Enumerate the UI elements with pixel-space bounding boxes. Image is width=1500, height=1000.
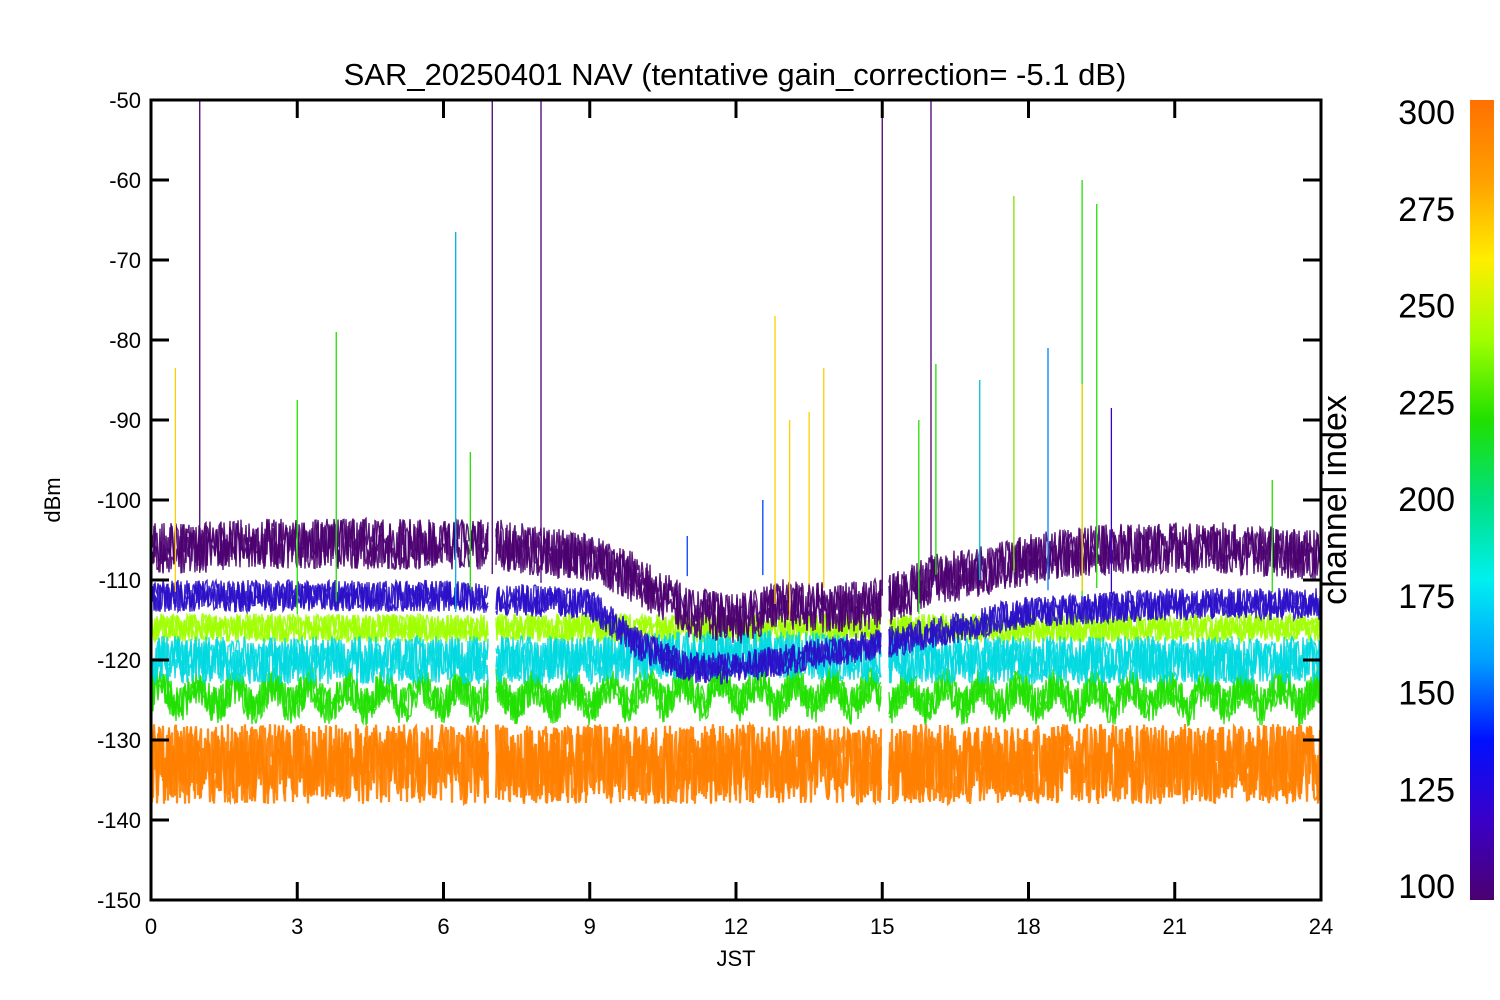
y-tick-label: -110 xyxy=(99,568,141,593)
y-tick-label: -70 xyxy=(109,248,141,273)
colorbar-ticks: 300 275 250 225 200 175 150 125 100 xyxy=(1398,94,1455,906)
x-tick-label: 3 xyxy=(291,914,303,939)
x-axis-label: JST xyxy=(716,946,755,971)
colorbar-tick-label: 275 xyxy=(1398,191,1455,229)
x-tick-label: 18 xyxy=(1016,914,1040,939)
y-tick-label: -100 xyxy=(97,488,141,513)
series-line-ch295-2 xyxy=(151,723,1321,804)
colorbar-tick-label: 200 xyxy=(1398,481,1455,519)
y-tick-label: -60 xyxy=(109,168,141,193)
series-line-ch180-2 xyxy=(151,627,1321,686)
series-line-ch110-2 xyxy=(151,519,1321,644)
colorbar-title: channel index xyxy=(1316,395,1354,605)
x-tick-label: 6 xyxy=(437,914,449,939)
chart-title: SAR_20250401 NAV (tentative gain_correct… xyxy=(344,57,1127,92)
axis-ticks: 0 3 6 9 12 15 18 21 24 -50 -60 -70 -80 -90 -100 -110 -12… xyxy=(97,88,1333,939)
y-tick-label: -120 xyxy=(97,648,141,673)
x-tick-label: 0 xyxy=(145,914,157,939)
colorbar-tick-label: 225 xyxy=(1398,384,1455,422)
series-line-ch140-2 xyxy=(151,578,1321,685)
colorbar xyxy=(1470,100,1494,900)
y-tick-label: -90 xyxy=(109,408,141,433)
colorbar-tick-label: 175 xyxy=(1398,578,1455,616)
colorbar-tick-label: 250 xyxy=(1398,288,1455,326)
y-tick-label: -150 xyxy=(97,888,141,913)
x-tick-label: 21 xyxy=(1163,914,1187,939)
y-axis-label: dBm xyxy=(40,477,65,522)
colorbar-tick-label: 125 xyxy=(1398,771,1455,809)
x-tick-label: 12 xyxy=(724,914,748,939)
series-line-ch230-2 xyxy=(151,665,1321,726)
y-tick-label: -50 xyxy=(109,88,141,113)
colorbar-tick-label: 150 xyxy=(1398,675,1455,713)
x-tick-label: 24 xyxy=(1309,914,1333,939)
y-tick-label: -80 xyxy=(109,328,141,353)
colorbar-tick-label: 100 xyxy=(1398,868,1455,906)
x-tick-label: 15 xyxy=(870,914,894,939)
data-layer xyxy=(151,100,1321,807)
y-tick-label: -140 xyxy=(97,808,141,833)
colorbar-tick-label: 300 xyxy=(1398,94,1455,132)
x-tick-label: 9 xyxy=(584,914,596,939)
y-tick-label: -130 xyxy=(97,728,141,753)
